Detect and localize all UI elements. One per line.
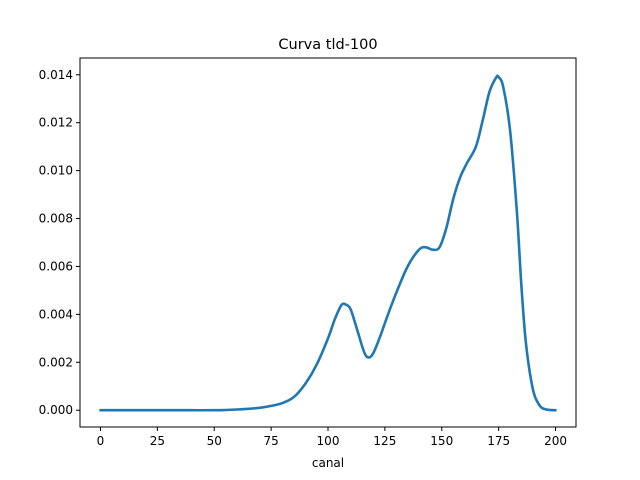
- y-tick-label: 0.002: [39, 355, 73, 369]
- x-tick-label: 200: [544, 434, 567, 448]
- y-axis: 0.000 0.002 0.004 0.006 0.008 0.010 0.012 0.014: [39, 68, 80, 417]
- y-tick-label: 0.010: [39, 164, 73, 178]
- x-tick-label: 75: [263, 434, 278, 448]
- x-tick-label: 0: [97, 434, 105, 448]
- x-axis-title: canal: [312, 456, 344, 470]
- y-tick-label: 0.000: [39, 403, 73, 417]
- x-axis: 0 25 50 75 100 125 150 175 200: [97, 427, 567, 448]
- series-line: [99, 74, 557, 412]
- x-tick-label: 25: [150, 434, 165, 448]
- y-tick-label: 0.014: [39, 68, 73, 82]
- y-tick-label: 0.006: [39, 259, 73, 273]
- y-tick-label: 0.012: [39, 116, 73, 130]
- x-tick-label: 150: [430, 434, 453, 448]
- y-tick-label: 0.004: [39, 307, 73, 321]
- x-tick-label: 125: [373, 434, 396, 448]
- plot-frame: [79, 57, 577, 428]
- chart-title: Curva tld-100: [278, 37, 377, 53]
- x-tick-label: 175: [487, 434, 510, 448]
- y-tick-label: 0.008: [39, 212, 73, 226]
- x-tick-label: 100: [317, 434, 340, 448]
- x-tick-label: 50: [207, 434, 222, 448]
- plot-layer: [99, 74, 557, 412]
